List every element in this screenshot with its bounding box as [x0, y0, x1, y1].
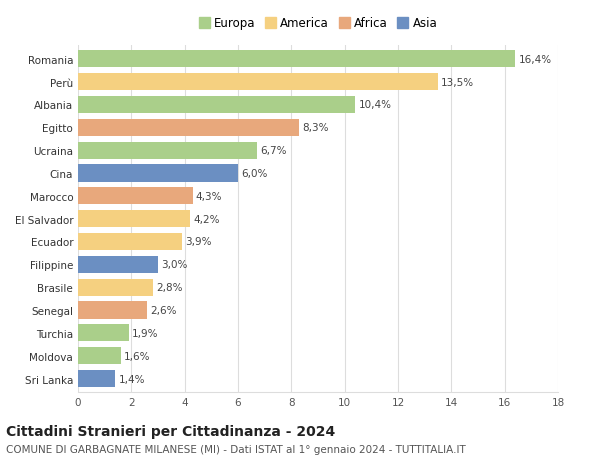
Text: 1,9%: 1,9%	[132, 328, 158, 338]
Bar	[78, 211, 190, 228]
Text: Cittadini Stranieri per Cittadinanza - 2024: Cittadini Stranieri per Cittadinanza - 2…	[6, 425, 335, 438]
Bar	[78, 279, 152, 296]
Text: COMUNE DI GARBAGNATE MILANESE (MI) - Dati ISTAT al 1° gennaio 2024 - TUTTITALIA.: COMUNE DI GARBAGNATE MILANESE (MI) - Dat…	[6, 444, 466, 454]
Text: 2,8%: 2,8%	[156, 283, 182, 292]
Bar	[78, 142, 257, 159]
Text: 8,3%: 8,3%	[302, 123, 329, 133]
Bar	[78, 74, 438, 91]
Bar	[78, 119, 299, 136]
Bar	[78, 165, 238, 182]
Text: 4,2%: 4,2%	[193, 214, 220, 224]
Legend: Europa, America, Africa, Asia: Europa, America, Africa, Asia	[199, 17, 437, 30]
Text: 13,5%: 13,5%	[441, 78, 475, 87]
Text: 6,7%: 6,7%	[260, 146, 286, 156]
Text: 1,4%: 1,4%	[119, 374, 145, 384]
Bar	[78, 234, 182, 251]
Bar	[78, 325, 128, 341]
Text: 6,0%: 6,0%	[241, 168, 268, 179]
Text: 3,9%: 3,9%	[185, 237, 212, 247]
Text: 16,4%: 16,4%	[518, 55, 551, 65]
Bar	[78, 347, 121, 364]
Bar	[78, 370, 115, 387]
Bar	[78, 256, 158, 273]
Bar	[78, 97, 355, 114]
Text: 3,0%: 3,0%	[161, 260, 188, 270]
Bar	[78, 302, 148, 319]
Text: 1,6%: 1,6%	[124, 351, 151, 361]
Bar	[78, 51, 515, 68]
Text: 10,4%: 10,4%	[359, 100, 392, 110]
Text: 4,3%: 4,3%	[196, 191, 223, 202]
Bar	[78, 188, 193, 205]
Text: 2,6%: 2,6%	[151, 305, 177, 315]
